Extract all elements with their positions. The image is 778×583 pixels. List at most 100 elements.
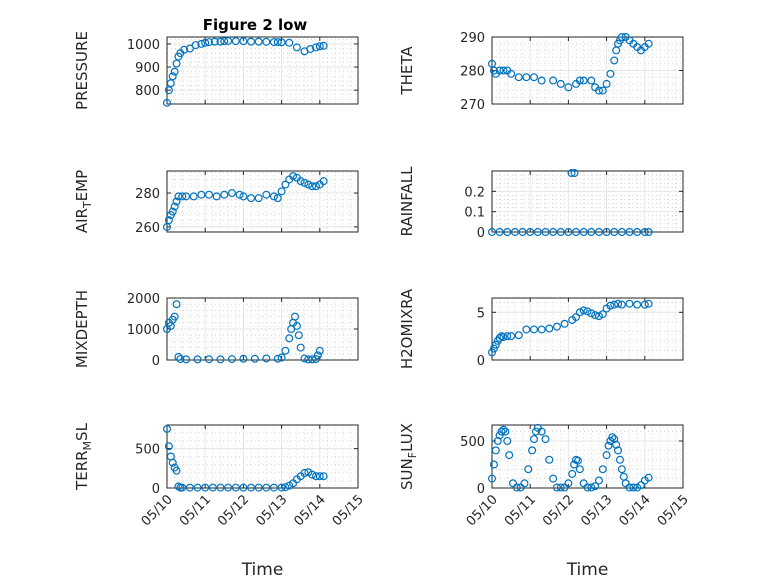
data-point-marker <box>644 299 653 308</box>
data-point-marker <box>277 38 286 47</box>
data-point-marker <box>575 76 584 85</box>
data-point-marker <box>625 228 634 237</box>
y-axis-label: RAINFALL <box>398 166 416 237</box>
data-point-marker <box>579 306 588 315</box>
data-point-marker <box>594 476 603 485</box>
y-tick-label: 0 <box>477 354 485 369</box>
data-point-marker <box>281 483 290 492</box>
data-point-marker <box>296 343 305 352</box>
data-point-marker <box>610 300 619 309</box>
data-point-marker <box>537 427 546 436</box>
data-point-marker <box>166 79 175 88</box>
data-point-marker <box>509 479 518 488</box>
data-point-marker <box>503 332 512 341</box>
data-point-marker <box>587 76 596 85</box>
data-point-marker <box>212 192 221 201</box>
y-axis-label: SUNFLUX <box>398 423 419 490</box>
data-point-marker <box>306 45 315 54</box>
data-point-marker <box>491 340 500 349</box>
y-tick-label: 260 <box>135 221 160 236</box>
data-point-marker <box>644 228 653 237</box>
data-point-marker <box>269 483 278 492</box>
x-tick-label: 05/11 <box>177 492 214 529</box>
data-point-marker <box>205 355 214 364</box>
data-point-marker <box>598 310 607 319</box>
data-point-marker <box>285 334 294 343</box>
data-point-marker <box>250 354 259 363</box>
data-point-marker <box>531 427 540 436</box>
data-point-marker <box>602 79 611 88</box>
data-point-marker <box>488 348 497 357</box>
data-point-marker <box>526 228 535 237</box>
data-point-marker <box>545 455 554 464</box>
data-point-marker <box>239 483 248 492</box>
subplot-terr-msl: 0 500 TERRMSL 05/10 05/11 05/12 05/13 05/14 05/1… <box>73 422 367 580</box>
y-tick-label: 500 <box>460 435 485 450</box>
y-axis-label: H2OMIXRA <box>398 288 416 369</box>
data-point-marker <box>533 228 542 237</box>
x-tick-label: 05/14 <box>617 492 654 529</box>
data-point-marker <box>575 308 584 317</box>
data-point-marker <box>273 194 282 203</box>
data-point-marker <box>300 469 309 478</box>
data-point-marker <box>216 483 225 492</box>
data-point-marker <box>522 73 531 82</box>
data-point-marker <box>606 436 615 445</box>
data-point-marker <box>606 301 615 310</box>
axes-box <box>166 36 359 105</box>
data-point-marker <box>208 483 217 492</box>
data-point-marker <box>308 182 317 191</box>
data-point-marker <box>560 319 569 328</box>
data-point-marker <box>640 300 649 309</box>
data-point-marker <box>621 479 630 488</box>
data-point-marker <box>254 37 263 46</box>
data-point-marker <box>495 228 504 237</box>
data-point-marker <box>201 483 210 492</box>
data-point-marker <box>247 483 256 492</box>
data-point-marker <box>319 41 328 50</box>
data-point-marker <box>170 202 179 211</box>
data-point-marker <box>617 465 626 474</box>
data-point-marker <box>617 32 626 41</box>
data-point-marker <box>247 37 256 46</box>
y-tick-label: 0.1 <box>464 206 485 221</box>
data-point-marker <box>319 177 328 186</box>
y-tick-label: 280 <box>135 187 160 202</box>
data-point-marker <box>644 473 653 482</box>
data-point-marker <box>606 69 615 78</box>
data-point-marker <box>262 190 271 199</box>
data-point-marker <box>541 435 550 444</box>
y-tick-label: 1000 <box>127 323 160 338</box>
data-point-marker <box>552 483 561 492</box>
data-point-marker <box>193 355 202 364</box>
data-point-marker <box>587 309 596 318</box>
data-point-marker <box>170 67 179 76</box>
subplot-sun-flux: 0 500 SUNFLUX 05/10 05/11 05/12 05/13 05/14 05/1… <box>398 423 692 580</box>
data-point-marker <box>239 37 248 46</box>
data-point-marker <box>308 355 317 364</box>
y-tick-label: 0 <box>477 226 485 241</box>
data-point-marker <box>174 352 183 361</box>
data-point-marker <box>216 355 225 364</box>
data-point-marker <box>247 194 256 203</box>
y-tick-label: 280 <box>460 65 485 80</box>
data-point-marker <box>178 483 187 492</box>
data-point-marker <box>172 466 181 475</box>
x-tick-label: 05/15 <box>330 492 367 529</box>
data-point-marker <box>313 351 322 360</box>
data-point-marker <box>594 312 603 321</box>
data-point-marker <box>514 73 523 82</box>
data-point-marker <box>269 192 278 201</box>
y-axis-label: PRESSURE <box>73 31 91 110</box>
x-tick-label: 05/10 <box>139 492 176 529</box>
data-point-marker <box>549 228 558 237</box>
data-point-marker <box>182 355 191 364</box>
axes-box <box>491 297 684 361</box>
data-point-marker <box>549 474 558 483</box>
data-point-marker <box>501 427 510 436</box>
data-point-marker <box>269 38 278 47</box>
y-tick-label: 0 <box>152 354 160 369</box>
data-point-marker <box>512 483 521 492</box>
data-point-marker <box>614 299 623 308</box>
